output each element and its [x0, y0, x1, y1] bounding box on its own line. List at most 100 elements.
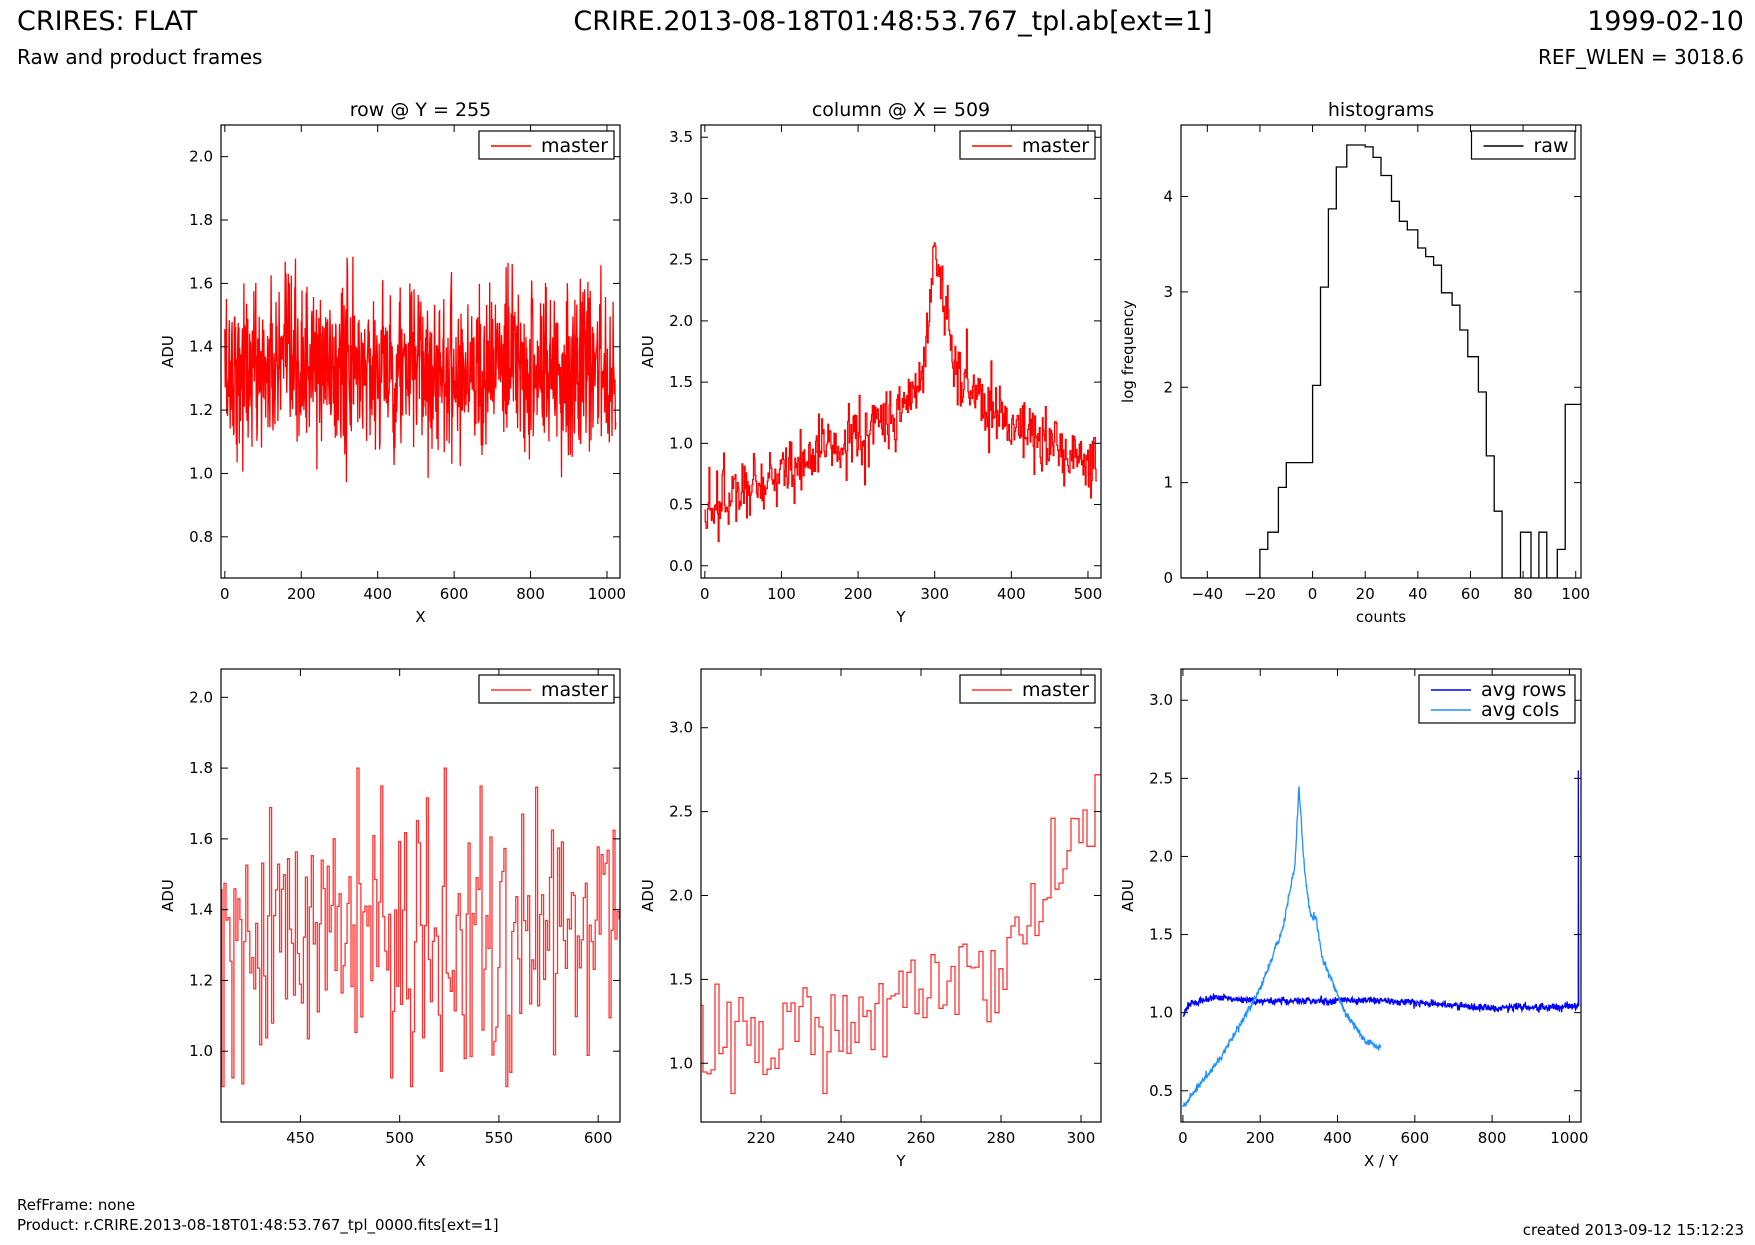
x-tick-label: 200 — [287, 585, 316, 603]
series-master — [224, 256, 617, 483]
x-axis-label: X — [415, 1152, 425, 1170]
y-axis-label: ADU — [639, 879, 657, 912]
y-tick-label: 3.0 — [669, 189, 693, 207]
y-tick-label: 0.5 — [1149, 1082, 1173, 1100]
chart-title: row @ Y = 255 — [350, 99, 492, 121]
chart-title: column @ X = 509 — [812, 99, 990, 121]
legend: master — [478, 674, 615, 704]
x-tick-label: 500 — [385, 1129, 414, 1147]
x-tick-label: 1000 — [588, 585, 626, 603]
legend: master — [478, 130, 615, 160]
y-tick-label: 1.6 — [189, 274, 213, 292]
y-tick-label: 1.0 — [1149, 1004, 1173, 1022]
footer-product: Product: r.CRIRE.2013-08-18T01:48:53.767… — [17, 1216, 499, 1234]
x-tick-label: 280 — [987, 1129, 1016, 1147]
x-tick-label: 800 — [1478, 1129, 1507, 1147]
series-raw — [1181, 144, 1581, 578]
x-tick-label: 800 — [516, 585, 545, 603]
y-tick-label: 1.0 — [669, 434, 693, 452]
x-tick-label: 0 — [220, 585, 230, 603]
x-axis-label: counts — [1356, 608, 1406, 626]
y-tick-label: 2.5 — [1149, 769, 1173, 787]
x-tick-label: 550 — [485, 1129, 514, 1147]
x-tick-label: 400 — [997, 585, 1026, 603]
legend-label: raw — [1534, 135, 1569, 157]
x-axis-label: Y — [895, 1152, 906, 1170]
x-axis-label: X — [415, 608, 425, 626]
y-tick-label: 1.4 — [189, 338, 213, 356]
report-subtitle: Raw and product frames — [17, 45, 263, 69]
y-axis-label: ADU — [159, 335, 177, 368]
chart-histograms: −40 −20 0 20 40 60 80 100 0 1 2 3 4 histograms counts l… — [1119, 99, 1590, 626]
chart-row-zoom: 450 500 550 600 1.0 1.2 1.4 1.6 1.8 2.0 X ADU master — [159, 668, 621, 1170]
x-tick-label: 80 — [1514, 585, 1533, 603]
y-tick-label: 4 — [1163, 188, 1173, 206]
chart-title: histograms — [1328, 99, 1434, 121]
plot-frame — [220, 124, 621, 579]
y-tick-label: 2.5 — [669, 803, 693, 821]
y-tick-label: 3 — [1163, 283, 1173, 301]
x-tick-label: 0 — [1308, 585, 1318, 603]
plot-frame — [1180, 668, 1582, 1123]
x-tick-label: 600 — [584, 1129, 613, 1147]
y-tick-label: 2.0 — [669, 312, 693, 330]
observation-date: 1999-02-10 — [1587, 6, 1744, 37]
plot-frame — [700, 124, 1102, 579]
footer-created: created 2013-09-12 15:12:23 — [1522, 1221, 1744, 1239]
y-axis-label: ADU — [159, 879, 177, 912]
x-tick-label: 220 — [747, 1129, 776, 1147]
legend-label: master — [541, 135, 608, 157]
series-master — [704, 242, 1097, 543]
legend: master — [959, 130, 1096, 160]
x-tick-label: 400 — [1323, 1129, 1352, 1147]
x-tick-label: 200 — [1246, 1129, 1275, 1147]
x-tick-label: 260 — [907, 1129, 936, 1147]
y-tick-label: 3.0 — [669, 719, 693, 737]
series-avg-rows — [1182, 770, 1580, 1018]
series-master — [221, 767, 620, 1088]
report-title: CRIRES: FLAT — [17, 6, 198, 37]
legend: master — [959, 674, 1096, 704]
file-title: CRIRE.2013-08-18T01:48:53.767_tpl.ab[ext… — [573, 6, 1213, 37]
plot-area — [1181, 125, 1581, 578]
y-tick-label: 1.2 — [189, 401, 213, 419]
x-axis-label: Y — [895, 608, 906, 626]
legend: raw — [1470, 130, 1576, 160]
x-axis-label: X / Y — [1364, 1152, 1399, 1170]
x-tick-label: 100 — [1561, 585, 1590, 603]
legend-label: master — [1022, 135, 1089, 157]
y-tick-label: 1.0 — [189, 1042, 213, 1060]
reference-wavelength: REF_WLEN = 3018.6 — [1537, 45, 1744, 69]
legend-label: avg rows — [1481, 679, 1566, 701]
plot-area — [701, 669, 1101, 1122]
y-tick-label: 1.6 — [189, 830, 213, 848]
legend-label: avg cols — [1481, 699, 1559, 721]
y-tick-label: 1.5 — [669, 373, 693, 391]
series-master — [701, 774, 1101, 1095]
x-tick-label: 600 — [1400, 1129, 1429, 1147]
legend-label: master — [1022, 679, 1089, 701]
x-tick-label: 240 — [827, 1129, 856, 1147]
series-avg-cols — [1182, 786, 1382, 1108]
x-tick-label: −20 — [1244, 585, 1276, 603]
y-tick-label: 1.2 — [189, 971, 213, 989]
x-tick-label: 300 — [1067, 1129, 1096, 1147]
y-axis-label: log frequency — [1119, 300, 1137, 403]
y-tick-label: 2.0 — [189, 688, 213, 706]
x-tick-label: 300 — [920, 585, 949, 603]
x-tick-label: 60 — [1461, 585, 1480, 603]
y-tick-label: 1.5 — [1149, 926, 1173, 944]
plot-frame — [220, 668, 621, 1123]
x-tick-label: 20 — [1356, 585, 1375, 603]
chart-column-zoom: 220 240 260 280 300 1.0 1.5 2.0 2.5 3.0 Y ADU master — [639, 668, 1102, 1170]
footer-ref-frame: RefFrame: none — [17, 1196, 136, 1214]
x-tick-label: −40 — [1191, 585, 1223, 603]
y-tick-label: 0.0 — [669, 557, 693, 575]
chart-row-full: 0 200 400 600 800 1000 0.8 1.0 1.2 1.4 1.6 1.8 2.0 ro… — [159, 99, 626, 626]
x-tick-label: 40 — [1408, 585, 1427, 603]
y-tick-label: 3.5 — [669, 128, 693, 146]
y-tick-label: 1.5 — [669, 970, 693, 988]
y-tick-label: 2.0 — [669, 887, 693, 905]
y-tick-label: 0.5 — [669, 496, 693, 514]
y-tick-label: 0.8 — [189, 528, 213, 546]
